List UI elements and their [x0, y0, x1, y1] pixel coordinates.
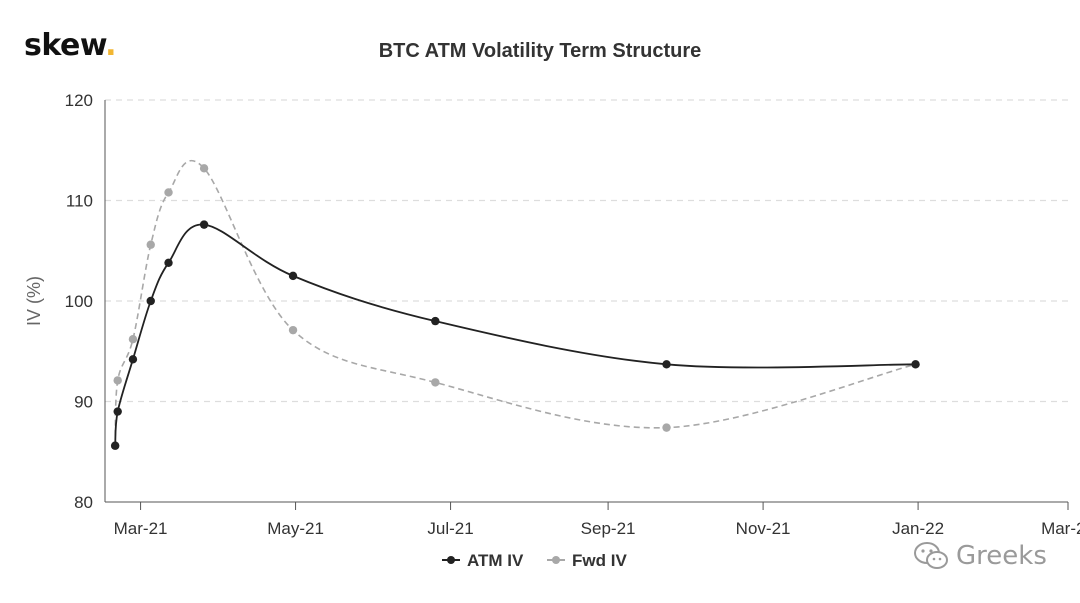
series [110, 160, 920, 450]
data-point-fwd-iv [164, 188, 173, 197]
legend-label-fwd-iv: Fwd IV [572, 551, 627, 570]
legend-swatch-marker-atm-iv [447, 556, 455, 564]
axes: 80 90 100 110 120 Mar-21 May-21 Jul-21 Sep-21 Nov… [24, 91, 1080, 538]
legend: ATM IV Fwd IV [442, 551, 627, 570]
data-point-fwd-iv [288, 325, 298, 335]
data-point-atm-iv [164, 258, 173, 268]
series-line-atm-iv [114, 223, 916, 446]
y-tick-label: 120 [65, 91, 93, 110]
y-axis-title: IV (%) [24, 276, 44, 326]
x-tick-label: Nov-21 [736, 519, 791, 538]
data-point-atm-iv [146, 296, 155, 306]
x-tick-label: Sep-21 [581, 519, 636, 538]
data-point-atm-iv [128, 355, 138, 364]
wechat-icon [914, 542, 948, 569]
data-point-fwd-iv [199, 164, 209, 173]
legend-swatch-marker-fwd-iv [552, 556, 560, 564]
brand-dot: . [105, 28, 117, 63]
y-tick-label: 90 [74, 393, 93, 412]
x-tick-label: Jul-21 [427, 519, 473, 538]
series-line-fwd-iv [114, 160, 916, 446]
data-point-fwd-iv [146, 240, 155, 249]
data-point-fwd-iv [431, 378, 440, 387]
y-tick-label: 80 [74, 493, 93, 512]
brand-name: skew [24, 28, 106, 63]
data-point-atm-iv [431, 316, 440, 326]
watermark-text: Greeks [956, 541, 1047, 571]
data-point-atm-iv [110, 441, 120, 450]
x-tick-label: Mar-21 [114, 519, 168, 538]
legend-label-atm-iv: ATM IV [467, 551, 524, 570]
x-tick-label: Mar-22 [1041, 519, 1080, 538]
brand-logo: skew. [24, 28, 117, 63]
data-point-atm-iv [911, 360, 920, 369]
data-point-atm-iv [662, 360, 671, 369]
x-tick-label: Jan-22 [892, 519, 944, 538]
y-tick-label: 110 [66, 192, 93, 211]
data-point-fwd-iv [128, 334, 138, 344]
watermark: Greeks [912, 540, 1047, 572]
data-point-fwd-iv [113, 376, 122, 385]
x-tick-label: May-21 [267, 519, 324, 538]
data-point-atm-iv [113, 407, 122, 416]
chart-title: BTC ATM Volatility Term Structure [378, 40, 702, 62]
data-point-fwd-iv [662, 423, 671, 432]
y-tick-label: 100 [65, 292, 93, 311]
data-point-atm-iv [199, 220, 209, 229]
data-point-atm-iv [288, 271, 298, 281]
